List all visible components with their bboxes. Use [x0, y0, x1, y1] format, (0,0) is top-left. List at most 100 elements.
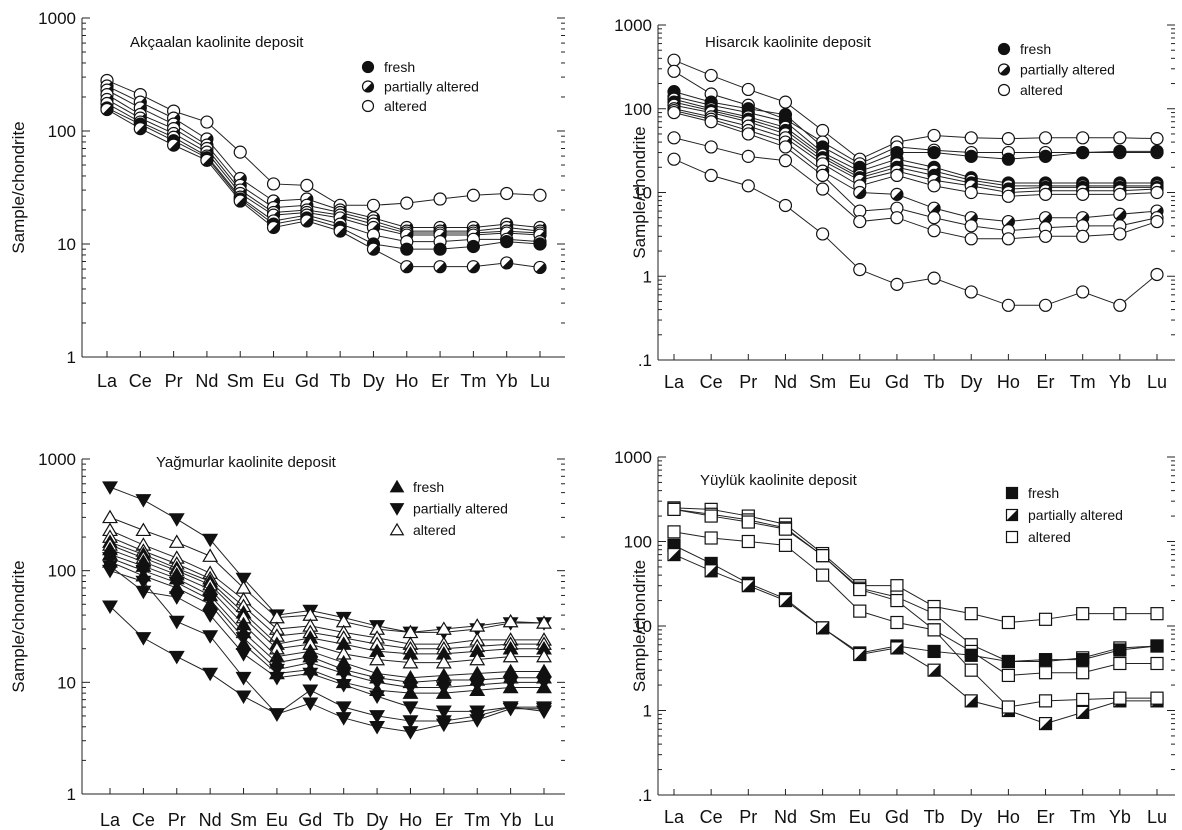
y-tick-label: .1: [638, 786, 652, 805]
x-tick-label-la: La: [97, 371, 118, 391]
data-point: [266, 177, 281, 191]
data-point: [667, 131, 681, 145]
x-tick-label-pr: Pr: [165, 371, 183, 391]
x-tick-label-eu: Eu: [263, 371, 285, 391]
data-point: [853, 185, 867, 200]
data-point: [402, 715, 419, 729]
data-point: [335, 679, 352, 693]
x-tick-label-sm: Sm: [230, 810, 257, 830]
legend-marker: [1005, 508, 1019, 522]
y-axis-label: Sample/chondrite: [9, 121, 28, 253]
data-point: [502, 679, 519, 694]
y-axis-label: Sample/chondrite: [9, 560, 28, 692]
data-point: [500, 256, 514, 270]
data-point: [1150, 144, 1164, 158]
data-point: [536, 679, 552, 694]
series-5: [667, 502, 1164, 714]
data-point: [778, 593, 793, 608]
data-point: [1113, 607, 1127, 621]
y-tick-label: 1000: [38, 9, 76, 28]
data-point: [369, 720, 386, 735]
data-point: [168, 513, 185, 527]
data-point: [816, 227, 830, 241]
legend-label: fresh: [384, 59, 415, 75]
x-tick-label-nd: Nd: [774, 807, 797, 827]
x-tick-label-gd: Gd: [298, 810, 322, 830]
data-point: [400, 196, 414, 210]
data-point: [1076, 131, 1090, 145]
chart-title: Akçaalan kaolinite deposit: [130, 34, 304, 51]
data-point: [400, 260, 414, 274]
data-point: [667, 53, 681, 67]
data-point: [816, 123, 830, 138]
chart-title: Yağmurlar kaolinite deposit: [156, 454, 337, 471]
data-point: [778, 198, 793, 213]
data-point: [927, 211, 941, 225]
x-tick-label-ce: Ce: [132, 810, 155, 830]
y-tick-label: 100: [624, 533, 652, 552]
legend-label: partially altered: [1028, 507, 1123, 523]
data-point: [890, 579, 904, 593]
data-point: [402, 701, 419, 715]
y-axis-label: Sample/chondrite: [630, 560, 649, 692]
y-tick-label: 10: [633, 617, 652, 636]
data-point: [135, 522, 152, 537]
data-point: [435, 621, 452, 635]
data-point: [1150, 214, 1164, 229]
data-point: [1038, 131, 1053, 145]
legend-marker: [997, 42, 1011, 56]
data-point: [202, 630, 219, 644]
data-point: [333, 224, 347, 238]
series-line: [109, 570, 544, 733]
series-3: [667, 538, 1164, 669]
data-point: [502, 613, 519, 628]
x-tick-label-dy: Dy: [960, 807, 982, 827]
data-point: [704, 564, 718, 578]
legend-marker: [361, 99, 375, 113]
legend-marker: [997, 83, 1011, 97]
data-point: [1038, 694, 1053, 708]
data-point: [300, 214, 314, 228]
data-point: [816, 549, 830, 563]
data-point: [1038, 666, 1053, 680]
data-point: [335, 701, 352, 715]
x-tick-label-dy: Dy: [960, 372, 982, 392]
data-point: [435, 705, 452, 720]
legend: fresh partially altered altered: [997, 41, 1115, 98]
chart-panel-hisarcik: .1 1 10 100 1000 La Ce Pr Nd Sm Eu Gd Tb Dy Ho Er Tm Yb Lu…: [614, 16, 1175, 392]
data-point: [1038, 298, 1053, 312]
data-point: [1001, 152, 1015, 166]
data-point: [233, 145, 247, 159]
x-tick-label-gd: Gd: [885, 807, 909, 827]
x-tick-label-lu: Lu: [534, 810, 554, 830]
data-point: [964, 648, 978, 662]
data-point: [536, 648, 552, 663]
data-point: [964, 694, 978, 708]
data-point: [1038, 211, 1053, 225]
x-tick-label-ho: Ho: [395, 371, 418, 391]
data-point: [741, 515, 755, 529]
chart-panel-yuyluk: .1 1 10 100 1000 La Ce Pr Nd Sm Eu Gd Tb Dy Ho Er Tm Yb Lu…: [614, 448, 1175, 827]
x-tick-label-tm: Tm: [460, 371, 486, 391]
x-tick-label-ce: Ce: [700, 372, 723, 392]
data-point: [202, 533, 219, 548]
legend-label: fresh: [1028, 485, 1059, 501]
x-tick-label-nd: Nd: [195, 371, 218, 391]
x-tick-label-sm: Sm: [227, 371, 254, 391]
x-tick-label-yb: Yb: [500, 810, 522, 830]
data-point: [300, 178, 314, 193]
data-point: [964, 232, 978, 246]
data-point: [502, 702, 519, 717]
data-point: [704, 68, 718, 83]
data-point: [1150, 656, 1164, 671]
data-point: [704, 531, 718, 545]
legend-label: altered: [1020, 82, 1063, 98]
data-point: [927, 224, 941, 238]
series-5: [102, 537, 552, 669]
data-point: [927, 145, 941, 160]
data-point: [235, 671, 252, 686]
y-tick-label: 100: [48, 562, 76, 581]
data-point: [1113, 298, 1127, 312]
data-point: [102, 509, 118, 524]
data-point: [102, 600, 118, 614]
